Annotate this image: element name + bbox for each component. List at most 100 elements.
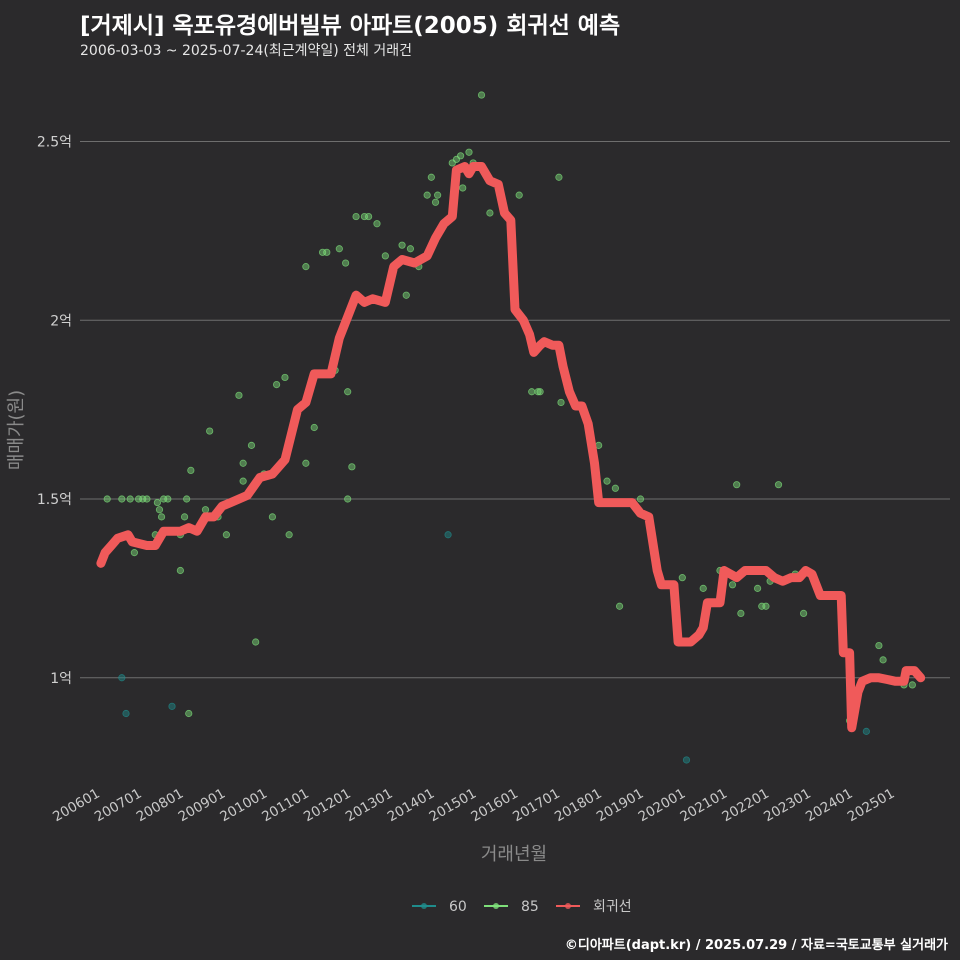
x-tick-label: 200801 — [134, 786, 187, 826]
y-axis-title: 매매가(원) — [6, 390, 27, 470]
x-tick-label: 202501 — [845, 786, 898, 826]
scatter-point-85 — [130, 549, 138, 557]
scatter-point-85 — [126, 495, 134, 503]
scatter-point-85 — [636, 495, 645, 503]
scatter-point-85 — [323, 248, 331, 256]
scatter-point-85 — [310, 423, 318, 432]
scatter-point-85 — [879, 656, 887, 664]
legend: 60 85 회귀선 — [412, 899, 632, 915]
x-tick-label: 200601 — [50, 786, 103, 826]
x-tick-label: 201601 — [468, 786, 521, 826]
scatter-point-85 — [534, 388, 542, 396]
scatter-point-85 — [615, 602, 624, 610]
scatter-point-85 — [222, 531, 230, 539]
scatter-point-85 — [406, 245, 415, 253]
scatter-point-85 — [180, 513, 189, 521]
x-tick-label: 200701 — [92, 786, 145, 826]
scatter-point-85 — [235, 391, 243, 399]
scatter-point-85 — [344, 495, 352, 503]
scatter-point-85 — [557, 398, 565, 407]
scatter-point-85 — [515, 191, 523, 199]
scatter-point-85 — [348, 463, 356, 471]
scatter-point-85 — [603, 477, 611, 485]
scatter-point-60 — [444, 531, 452, 539]
scatter-point-85 — [183, 495, 191, 503]
scatter-point-85 — [431, 198, 440, 206]
scatter-point-85 — [373, 220, 381, 228]
scatter-point-85 — [342, 259, 350, 267]
scatter-point-85 — [281, 373, 289, 382]
scatter-point-85 — [753, 584, 762, 592]
scatter-point-85 — [774, 481, 783, 489]
x-tick-label: 200901 — [176, 786, 229, 826]
y-tick-labels: 1억 1.5억 2억 2.5억 — [37, 135, 72, 687]
scatter-point-60 — [118, 674, 126, 682]
scatter-point-85 — [555, 173, 563, 181]
scatter-point-85 — [335, 245, 343, 253]
x-tick-label: 201101 — [259, 786, 312, 826]
scatter-point-85 — [800, 609, 808, 618]
scatter-point-85 — [423, 191, 431, 199]
regression-line-group — [96, 162, 926, 733]
scatter-point-85 — [239, 459, 247, 467]
scatter-point-85 — [352, 212, 360, 221]
scatter-point-85 — [427, 173, 435, 181]
x-tick-label: 202101 — [677, 786, 730, 826]
scatter-point-85 — [737, 609, 745, 618]
scatter-point-85 — [434, 191, 442, 199]
scatter-point-85 — [402, 291, 410, 299]
x-tick-label: 201501 — [427, 786, 480, 826]
legend-item-2: 85 — [484, 899, 539, 915]
regression-line — [96, 162, 926, 733]
scatter-point-85 — [875, 641, 883, 650]
chart-title: [거제시] 옥포유경에버빌뷰 아파트(2005) 회귀선 예측 — [80, 13, 621, 39]
grid-lines — [80, 141, 950, 679]
x-tick-label: 201201 — [301, 786, 354, 826]
scatter-point-85 — [457, 152, 465, 160]
scatter-point-85 — [678, 574, 686, 582]
scatter-point-85 — [728, 581, 737, 589]
scatter-point-85 — [143, 495, 151, 503]
scatter-point-85 — [285, 531, 293, 539]
scatter-point-85 — [157, 513, 166, 521]
legend-point-swatch — [493, 903, 499, 909]
scatter-point-85 — [398, 241, 406, 249]
chart-caption: ©디아파트(dapt.kr) / 2025.07.29 / 자료=국토교통부 실… — [564, 938, 948, 953]
scatter-point-85 — [381, 252, 389, 260]
legend-label: 85 — [521, 899, 539, 915]
scatter-points — [103, 91, 916, 764]
scatter-point-85 — [118, 495, 126, 503]
scatter-point-85 — [459, 184, 467, 192]
legend-label: 60 — [449, 899, 467, 915]
x-tick-label: 201901 — [594, 786, 647, 826]
scatter-point-85 — [477, 91, 486, 99]
scatter-point-85 — [103, 495, 111, 503]
scatter-point-85 — [465, 148, 473, 156]
scatter-point-85 — [239, 477, 247, 485]
x-tick-label: 201401 — [385, 786, 438, 826]
scatter-point-85 — [252, 638, 260, 646]
scatter-point-85 — [536, 388, 544, 396]
y-tick-label: 2.5억 — [37, 135, 72, 151]
x-axis-title: 거래년월 — [481, 844, 547, 865]
chart-subtitle: 2006-03-03 ~ 2025-07-24(최근계약일) 전체 거래건 — [80, 43, 412, 59]
legend-item-1: 60 — [412, 899, 467, 915]
scatter-point-85 — [908, 681, 916, 689]
scatter-point-85 — [762, 602, 770, 610]
x-tick-label: 201001 — [217, 786, 270, 826]
scatter-point-85 — [176, 566, 184, 575]
scatter-point-85 — [155, 506, 164, 514]
scatter-point-85 — [187, 466, 195, 474]
scatter-point-85 — [699, 584, 707, 592]
scatter-point-85 — [164, 495, 172, 503]
scatter-point-85 — [733, 481, 741, 489]
x-tick-label: 202001 — [636, 786, 689, 826]
scatter-point-60 — [682, 756, 691, 764]
scatter-point-60 — [862, 727, 870, 735]
x-tick-label: 202201 — [719, 786, 772, 826]
x-tick-label: 201301 — [343, 786, 396, 826]
legend-point-swatch — [421, 903, 427, 909]
y-tick-label: 2억 — [50, 313, 72, 329]
legend-label: 회귀선 — [593, 899, 632, 915]
